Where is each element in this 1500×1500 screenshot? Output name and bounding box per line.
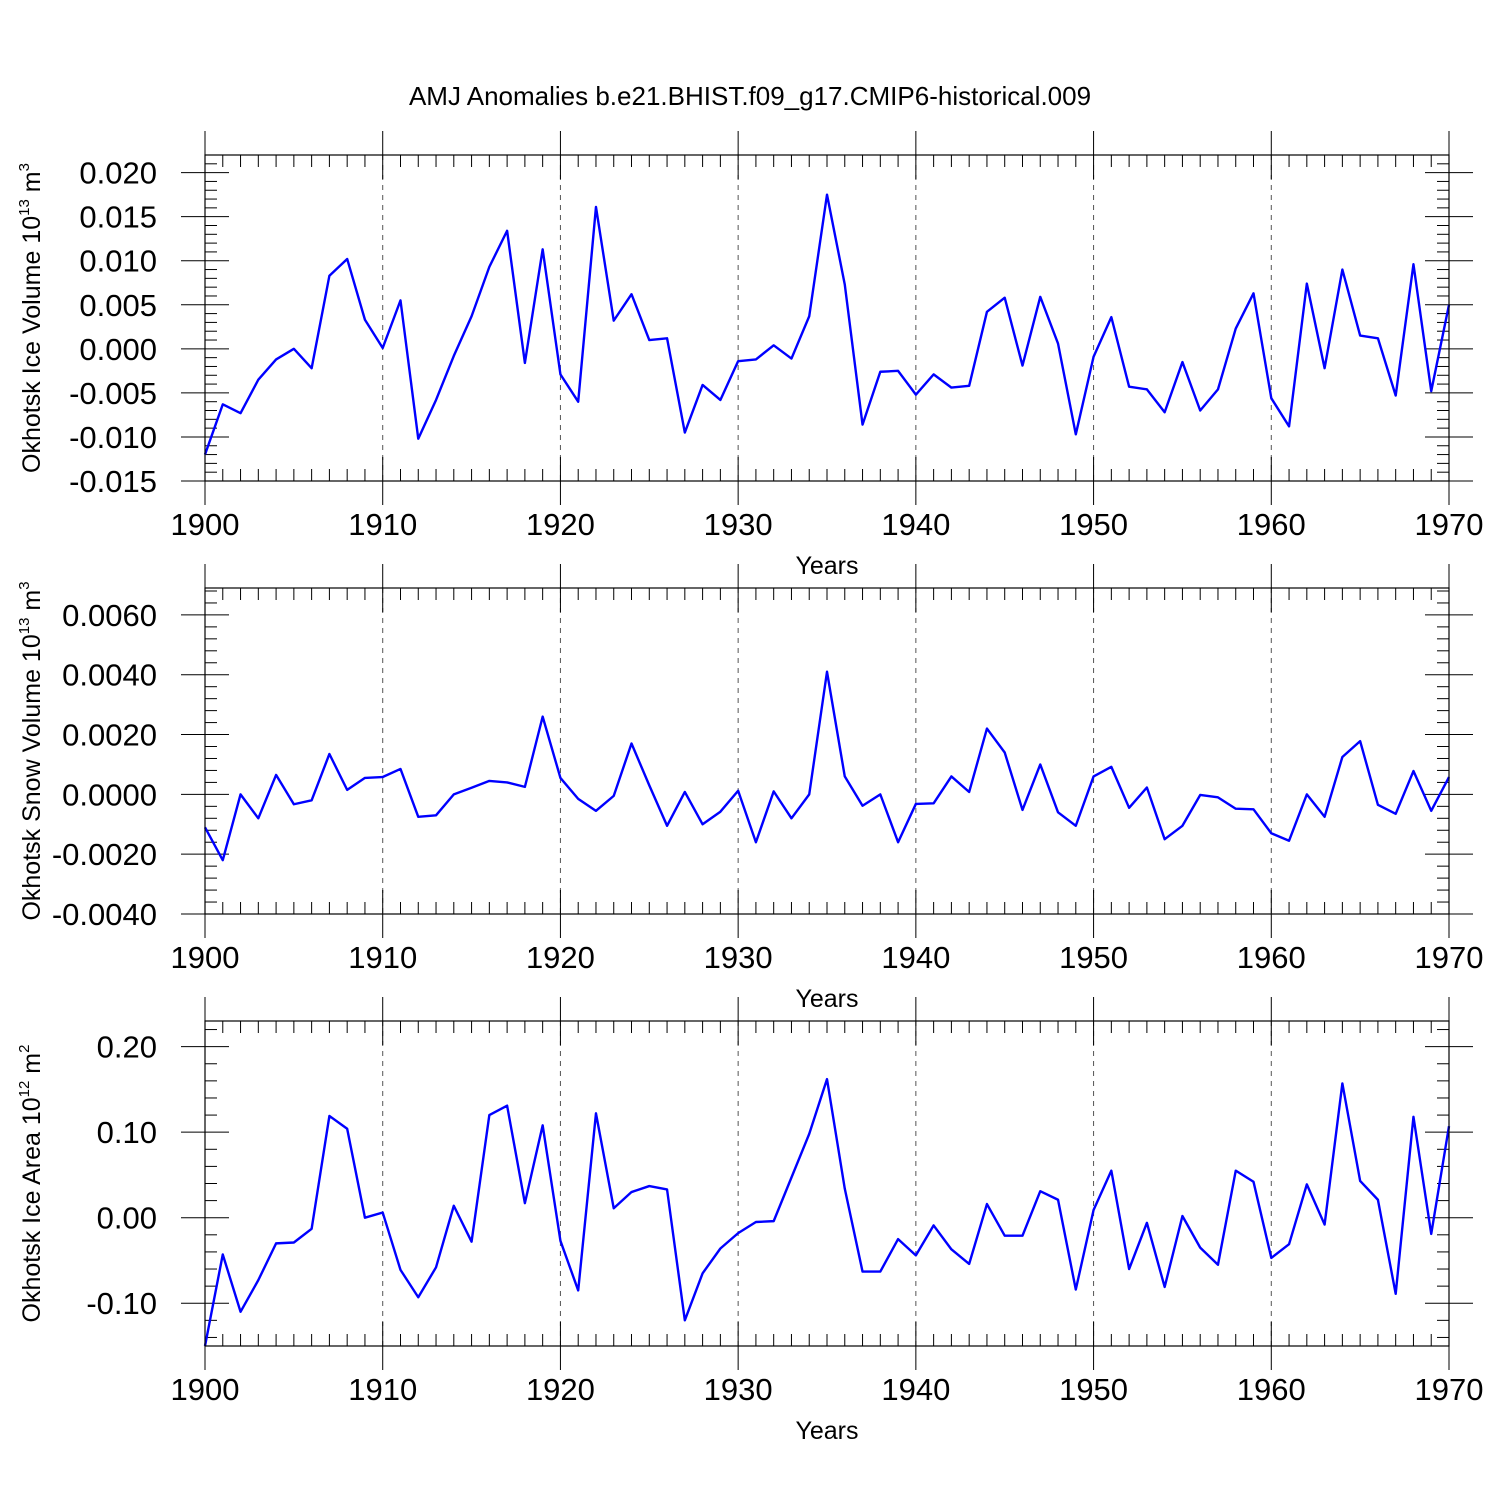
x-tick-label: 1920: [526, 940, 595, 975]
x-tick-label: 1950: [1059, 507, 1128, 542]
y-axis-title-ylabel-unit: m: [18, 171, 46, 199]
y-axis-title-ylabel: Okhotsk Ice Volume 10: [18, 216, 46, 473]
y-axis-title-ylabel-unit: m: [18, 1053, 46, 1081]
y-tick-label: -0.0040: [52, 897, 157, 932]
x-tick-label: 1970: [1415, 507, 1484, 542]
x-tick-label: 1900: [171, 1372, 240, 1407]
y-tick-label: 0.000: [79, 332, 157, 367]
y-axis-title-ylabel-exp: 13: [16, 618, 33, 635]
x-tick-label: 1910: [348, 1372, 417, 1407]
x-axis-title: Years: [795, 985, 858, 1013]
x-tick-label: 1960: [1237, 507, 1306, 542]
x-tick-label: 1900: [171, 940, 240, 975]
y-tick-label: 0.0020: [62, 718, 157, 753]
y-tick-label: -0.005: [69, 376, 157, 411]
y-tick-label: 0.0040: [62, 658, 157, 693]
y-tick-label: 0.00: [97, 1201, 157, 1236]
y-tick-label: -0.10: [86, 1286, 157, 1321]
x-tick-label: 1940: [881, 1372, 950, 1407]
y-axis-title-ylabel-unit-exp: 3: [16, 163, 33, 171]
y-tick-label: 0.005: [79, 288, 157, 323]
plot-frame: [204, 587, 1450, 915]
x-tick-label: 1930: [704, 1372, 773, 1407]
y-tick-label: 0.0000: [62, 777, 157, 812]
y-tick-label: 0.010: [79, 244, 157, 279]
x-tick-label: 1910: [348, 507, 417, 542]
plot-frame: [204, 154, 1450, 482]
y-tick-label: 0.015: [79, 200, 157, 235]
y-tick-label: 0.0060: [62, 598, 157, 633]
y-axis-title-ylabel: Okhotsk Ice Area 10: [18, 1097, 46, 1322]
x-tick-label: 1970: [1415, 1372, 1484, 1407]
y-tick-label: 0.20: [97, 1030, 157, 1065]
y-axis-title-ylabel-unit-exp: 3: [16, 581, 33, 589]
x-tick-label: 1920: [526, 507, 595, 542]
x-axis-title: Years: [795, 1417, 858, 1445]
x-tick-label: 1930: [704, 940, 773, 975]
y-axis-title-ylabel-exp: 12: [16, 1081, 33, 1098]
y-tick-label: 0.020: [79, 156, 157, 191]
y-axis-title: Okhotsk Ice Area 1012 m2: [16, 1045, 46, 1323]
y-axis-title-ylabel-unit-exp: 2: [16, 1045, 33, 1053]
y-axis-title-ylabel: Okhotsk Snow Volume 10: [18, 634, 46, 920]
x-tick-label: 1910: [348, 940, 417, 975]
x-tick-label: 1940: [881, 507, 950, 542]
panel-2: -0.0040 -0.0020 0.0000 0.0020 0.0040 0.0060 19…: [16, 564, 1483, 1013]
y-axis-title-ylabel-unit: m: [18, 590, 46, 618]
y-tick-label: -0.0020: [52, 837, 157, 872]
panels: -0.015 -0.010 -0.005 0.000 0.005 0.010 0.015 0.…: [16, 131, 1483, 1445]
x-tick-label: 1930: [704, 507, 773, 542]
x-axis-title: Years: [795, 552, 858, 580]
x-tick-label: 1950: [1059, 940, 1128, 975]
x-tick-label: 1940: [881, 940, 950, 975]
series-line: [203, 193, 1451, 455]
panel-3: -0.10 0.00 0.10 0.20 1900 1910 1920 1930 1940 195…: [16, 997, 1483, 1445]
series-line: [203, 1077, 1451, 1347]
y-tick-label: -0.015: [69, 464, 157, 499]
x-tick-label: 1900: [171, 507, 240, 542]
y-axis-title-ylabel-exp: 13: [16, 199, 33, 216]
y-axis-title: Okhotsk Ice Volume 1013 m3: [16, 163, 46, 473]
y-axis-title: Okhotsk Snow Volume 1013 m3: [16, 581, 46, 920]
series-line: [203, 670, 1451, 862]
y-tick-label: -0.010: [69, 420, 157, 455]
plot-frame: [204, 1020, 1450, 1347]
x-tick-label: 1960: [1237, 940, 1306, 975]
y-tick-label: 0.10: [97, 1115, 157, 1150]
x-tick-label: 1970: [1415, 940, 1484, 975]
x-tick-label: 1920: [526, 1372, 595, 1407]
figure-title: AMJ Anomalies b.e21.BHIST.f09_g17.CMIP6-…: [409, 81, 1091, 111]
x-tick-label: 1960: [1237, 1372, 1306, 1407]
x-tick-label: 1950: [1059, 1372, 1128, 1407]
panel-1: -0.015 -0.010 -0.005 0.000 0.005 0.010 0.015 0.…: [16, 131, 1483, 580]
